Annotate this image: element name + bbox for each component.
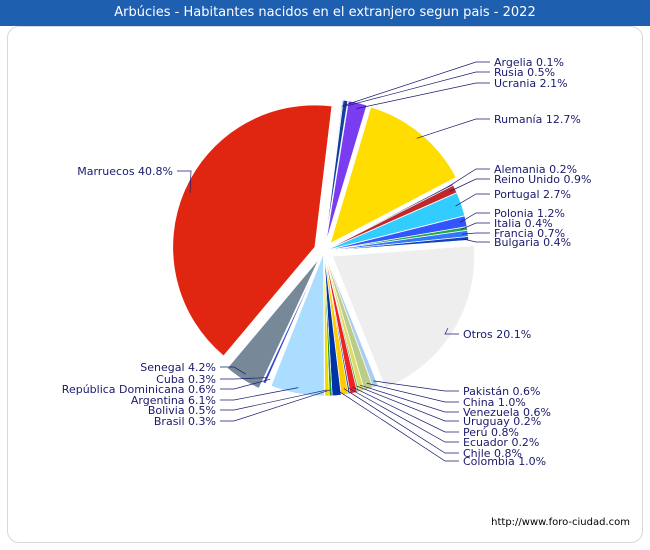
leader-line <box>177 170 192 193</box>
slice-label: Reino Unido 0.9% <box>494 173 591 186</box>
leader-line <box>335 389 459 462</box>
leader-line <box>352 386 459 433</box>
leader-line <box>220 389 328 411</box>
slice-label: Ecuador 0.2% <box>463 436 539 449</box>
slice-label: Cuba 0.3% <box>156 373 216 386</box>
slice-label: Portugal 2.7% <box>494 188 571 201</box>
slice-label: Chile 0.8% <box>463 447 522 460</box>
pie-slice-otros <box>332 245 475 389</box>
slice-label: Uruguay 0.2% <box>463 415 541 428</box>
pie-slice-rusia <box>325 99 349 242</box>
source-credit: http://www.foro-ciudad.com <box>491 517 630 528</box>
leader-line <box>348 387 459 443</box>
leader-line <box>220 366 246 375</box>
leader-line <box>343 388 459 454</box>
leader-line <box>356 82 490 109</box>
leader-line <box>341 61 490 107</box>
slice-label: Argelia 0.1% <box>494 56 564 69</box>
slice-label: Venezuela 0.6% <box>463 406 551 419</box>
leader-line <box>455 193 490 207</box>
slice-label: Pakistán 0.6% <box>463 385 541 398</box>
leader-line <box>356 385 459 422</box>
slice-label: Colombia 1.0% <box>463 455 546 468</box>
pie-slice-portugal <box>326 192 465 251</box>
pie-slice-ruman-a <box>329 106 457 244</box>
slice-label: Ucrania 2.1% <box>494 77 568 90</box>
slice-label: Perú 0.8% <box>463 426 519 439</box>
leader-line <box>444 327 459 335</box>
leader-line <box>360 384 459 413</box>
slice-label: Italia 0.4% <box>494 217 553 230</box>
slice-label: Senegal 4.2% <box>140 361 216 374</box>
slice-label: Bulgaria 0.4% <box>494 236 571 249</box>
slice-label: Brasil 0.3% <box>154 415 216 428</box>
leader-line <box>462 238 490 243</box>
leader-line <box>220 387 299 401</box>
leader-line <box>220 389 331 422</box>
slice-label: Polonia 1.2% <box>494 207 565 220</box>
pie-slice-bolivia <box>323 253 330 397</box>
slice-label: China 1.0% <box>463 396 526 409</box>
leader-line <box>373 380 459 392</box>
leader-line <box>220 378 271 390</box>
slice-label: Bolivia 0.5% <box>148 404 216 417</box>
slice-label: Alemania 0.2% <box>494 163 577 176</box>
leader-line <box>449 178 490 192</box>
leader-line <box>461 222 490 230</box>
slice-label: Rusia 0.5% <box>494 66 555 79</box>
leader-line <box>344 71 490 107</box>
pie-slice-cuba <box>262 253 324 385</box>
slice-label: República Dominicana 0.6% <box>62 383 216 396</box>
leader-line <box>220 377 267 380</box>
chart-title: Arbúcies - Habitantes nacidos en el extr… <box>0 0 650 26</box>
slice-label: Otros 20.1% <box>463 328 531 341</box>
leader-line <box>416 118 490 139</box>
pie-slice-marruecos <box>172 104 333 357</box>
leader-line <box>366 382 459 403</box>
slice-label: Rumanía 12.7% <box>494 113 581 126</box>
leader-line <box>459 212 490 223</box>
slice-label: Argentina 6.1% <box>131 394 216 407</box>
pie-slice-argentina <box>270 253 325 397</box>
leader-line <box>447 168 490 188</box>
pie-slice-senegal <box>226 259 319 389</box>
leader-line <box>461 232 490 235</box>
slice-label: Francia 0.7% <box>494 227 565 240</box>
slice-label: Marruecos 40.8% <box>77 165 173 178</box>
